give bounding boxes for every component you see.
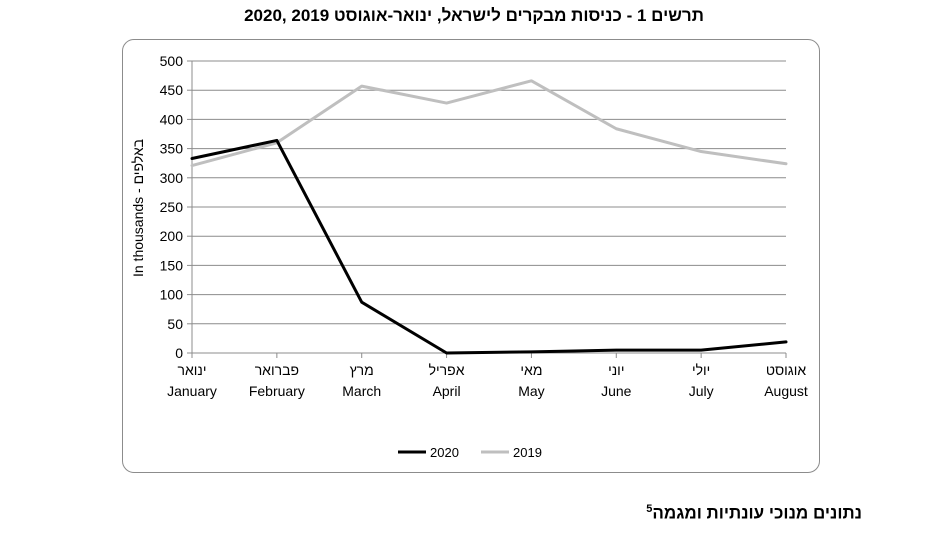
y-tick-label: 300 bbox=[160, 170, 184, 186]
x-tick-label-hebrew: יוני bbox=[608, 362, 624, 378]
x-tick-labels: ינואר January פברואר February מרץ March אפריל A… bbox=[167, 362, 808, 399]
series-line-2019 bbox=[190, 79, 788, 168]
series-lines bbox=[190, 79, 788, 355]
x-tick-label-english: February bbox=[249, 383, 305, 399]
x-tick-label-hebrew: ינואר bbox=[178, 362, 207, 378]
x-tick-label-english: January bbox=[167, 383, 217, 399]
x-tick-label-english: June bbox=[601, 383, 632, 399]
x-tick-label-english: April bbox=[433, 383, 461, 399]
x-tick-label-hebrew: מאי bbox=[520, 362, 542, 378]
footer-text: נתונים מנוכי עונתיות ומגמה bbox=[652, 503, 862, 523]
legend-label-2020: 2020 bbox=[430, 445, 459, 460]
x-tick-label-english: August bbox=[764, 383, 808, 399]
x-tick-label-hebrew: פברואר bbox=[255, 362, 299, 378]
grid-lines bbox=[192, 60, 786, 354]
y-tick-label: 100 bbox=[160, 287, 184, 303]
y-axis-label: In thousands - באלפים bbox=[130, 139, 146, 277]
y-tick-labels: 0 50 100 150 200 250 300 350 400 450 500 bbox=[160, 53, 184, 361]
axes bbox=[187, 60, 787, 358]
y-tick-label: 0 bbox=[175, 345, 183, 361]
series-line-2020 bbox=[190, 138, 788, 355]
y-tick-label: 450 bbox=[160, 82, 184, 98]
chart-frame bbox=[122, 39, 820, 473]
x-tick-label-english: March bbox=[342, 383, 381, 399]
x-tick-label-english: May bbox=[518, 383, 544, 399]
x-tick-label-hebrew: מרץ bbox=[350, 362, 374, 378]
x-tick-label-hebrew: יולי bbox=[692, 362, 710, 378]
y-tick-label: 350 bbox=[160, 141, 184, 157]
legend-label-2019: 2019 bbox=[513, 445, 542, 460]
y-tick-label: 250 bbox=[160, 199, 184, 215]
footer-note: נתונים מנוכי עונתיות ומגמה5 bbox=[646, 503, 862, 524]
y-tick-label: 50 bbox=[167, 316, 183, 332]
legend: 2020 2019 bbox=[398, 445, 542, 460]
x-tick-label-hebrew: אפריל bbox=[429, 362, 465, 378]
y-tick-label: 400 bbox=[160, 111, 184, 127]
y-tick-label: 500 bbox=[160, 53, 184, 69]
footnote-marker: 5 bbox=[646, 503, 653, 515]
x-tick-label-english: July bbox=[689, 383, 714, 399]
y-tick-label: 200 bbox=[160, 228, 184, 244]
y-tick-label: 150 bbox=[160, 257, 184, 273]
chart-title: תרשים 1 - כניסות מבקרים לישראל, ינואר-או… bbox=[244, 6, 704, 25]
x-tick-label-hebrew: אוגוסט bbox=[766, 362, 807, 378]
